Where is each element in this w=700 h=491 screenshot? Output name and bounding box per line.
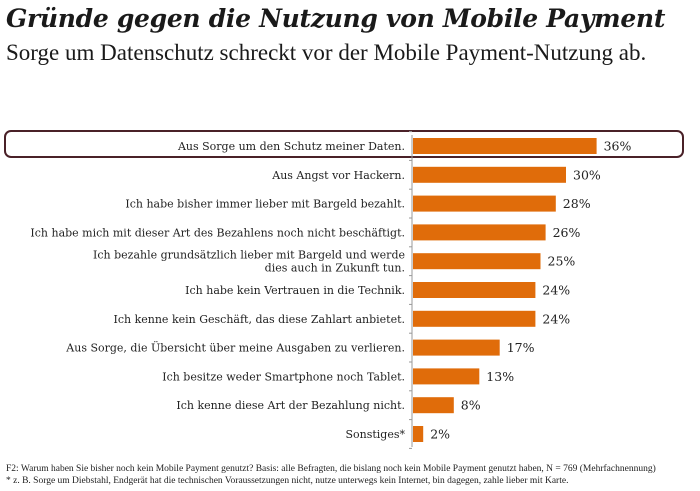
category-label: Aus Sorge, die Übersicht über meine Ausg… — [65, 341, 405, 355]
bar — [413, 253, 541, 270]
footnote-question: F2: Warum haben Sie bisher noch kein Mob… — [6, 464, 656, 474]
value-label: 26% — [553, 225, 581, 240]
bar — [413, 195, 556, 212]
bar — [413, 282, 536, 298]
highlight-box — [4, 130, 684, 158]
bar — [413, 426, 424, 442]
category-label: Ich kenne diese Art der Bezahlung nicht. — [176, 399, 405, 412]
footnote-other: * z. B. Sorge um Diebstahl, Endgerät hat… — [6, 476, 569, 486]
chart-title: Gründe gegen die Nutzung von Mobile Paym… — [6, 4, 666, 33]
category-label: dies auch in Zukunft tun. — [265, 262, 405, 275]
bar — [413, 310, 536, 327]
value-label: 24% — [542, 311, 570, 326]
bar — [413, 339, 500, 356]
value-label: 28% — [563, 196, 591, 211]
category-label: Ich habe bisher immer lieber mit Bargeld… — [125, 198, 405, 211]
bar — [413, 397, 454, 414]
category-label: Ich bezahle grundsätzlich lieber mit Bar… — [93, 249, 405, 262]
value-label: 30% — [573, 167, 601, 182]
category-label: Ich habe mich mit dieser Art des Bezahle… — [30, 226, 405, 239]
category-label: Ich habe kein Vertrauen in die Technik. — [185, 284, 405, 297]
category-label: Aus Angst vor Hackern. — [271, 169, 405, 182]
bar — [413, 368, 480, 385]
value-label: 24% — [542, 283, 570, 298]
category-label: Sonstiges* — [345, 428, 405, 441]
value-label: 17% — [507, 340, 535, 355]
bar — [413, 138, 597, 154]
category-label: Ich kenne kein Geschäft, das diese Zahla… — [114, 313, 406, 326]
chart-subtitle: Sorge um Datenschutz schreckt vor der Mo… — [6, 40, 647, 65]
category-label: Aus Sorge um den Schutz meiner Daten. — [177, 140, 405, 153]
value-label: 36% — [604, 139, 632, 154]
value-label: 25% — [548, 254, 576, 269]
value-label: 13% — [486, 369, 514, 384]
bar — [413, 224, 546, 241]
bar — [413, 166, 566, 183]
category-label: Ich besitze weder Smartphone noch Tablet… — [162, 370, 405, 383]
value-label: 2% — [430, 427, 450, 442]
value-label: 8% — [461, 398, 481, 413]
